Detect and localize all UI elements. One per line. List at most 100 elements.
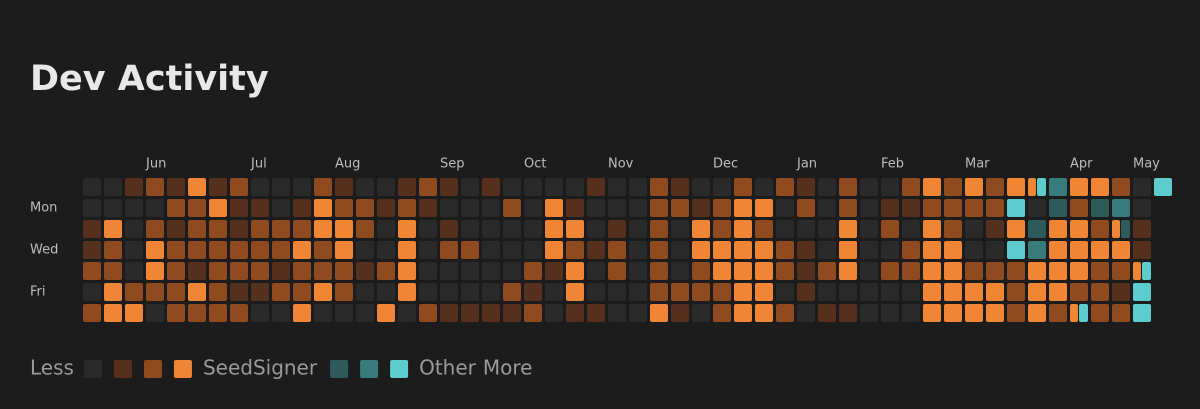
cell [1112,199,1130,217]
cell [419,283,437,301]
cell [167,304,185,322]
cell [755,262,773,280]
cell [713,262,731,280]
cell [566,241,584,259]
cell [797,241,815,259]
cell [83,241,101,259]
cell [419,220,437,238]
cell [944,283,962,301]
cell [734,241,752,259]
cell [377,199,395,217]
cell [650,199,668,217]
cell [209,220,227,238]
cell [944,304,962,322]
legend-swatch [330,360,349,378]
cell [1037,178,1046,196]
month-label: Feb [881,157,904,172]
cell [713,241,731,259]
cell [167,283,185,301]
legend-text: Less [30,356,74,380]
cell [923,178,941,196]
cell [335,283,353,301]
cell [692,199,710,217]
cell [167,220,185,238]
cell [1112,283,1130,301]
cell [713,283,731,301]
month-label: Jun [145,157,166,172]
cell [923,262,941,280]
chart-title: Dev Activity [30,59,269,99]
cell [545,199,563,217]
cell [965,283,983,301]
cell [461,199,479,217]
cell [440,241,458,259]
cell [776,178,794,196]
cell [923,283,941,301]
cell [335,304,353,322]
cell [398,220,416,238]
cell [587,199,605,217]
cell [461,241,479,259]
cell [923,199,941,217]
cell [734,178,752,196]
cell [209,262,227,280]
cell [146,199,164,217]
cell [272,220,290,238]
cell [104,220,122,238]
cell [881,304,899,322]
cell [923,220,941,238]
cell [356,283,374,301]
cell [650,304,668,322]
legend-swatch [143,360,162,378]
cell [986,304,1004,322]
cell [419,304,437,322]
cell [104,199,122,217]
cell [671,304,689,322]
cell [1091,178,1109,196]
cell [251,178,269,196]
cell [419,199,437,217]
cell [314,304,332,322]
cell [398,304,416,322]
cell [608,220,626,238]
cell [944,178,962,196]
cell [1091,199,1109,217]
cell [671,199,689,217]
cell [314,262,332,280]
cell [629,262,647,280]
cell [986,241,1004,259]
cell [692,220,710,238]
cell [83,199,101,217]
cell [1028,178,1036,196]
cell [188,283,206,301]
cell [1091,220,1109,238]
cell [356,220,374,238]
cell [230,178,248,196]
cell [818,283,836,301]
cell [650,283,668,301]
cell [881,178,899,196]
cell [1049,262,1067,280]
cell [1007,283,1025,301]
cell [587,283,605,301]
cell [230,262,248,280]
cell [839,199,857,217]
cell [1070,199,1088,217]
cell [692,283,710,301]
cell [1028,262,1046,280]
legend-swatch [390,360,409,378]
cell [629,220,647,238]
cell [125,241,143,259]
month-label: Jan [796,157,817,172]
cell [1091,283,1109,301]
cell [986,178,1004,196]
cell [503,178,521,196]
cell [965,241,983,259]
cell [839,304,857,322]
cell [1112,262,1130,280]
month-label: Mar [965,157,990,172]
cell [293,304,311,322]
cell [377,262,395,280]
cell [377,304,395,322]
cell [1091,262,1109,280]
